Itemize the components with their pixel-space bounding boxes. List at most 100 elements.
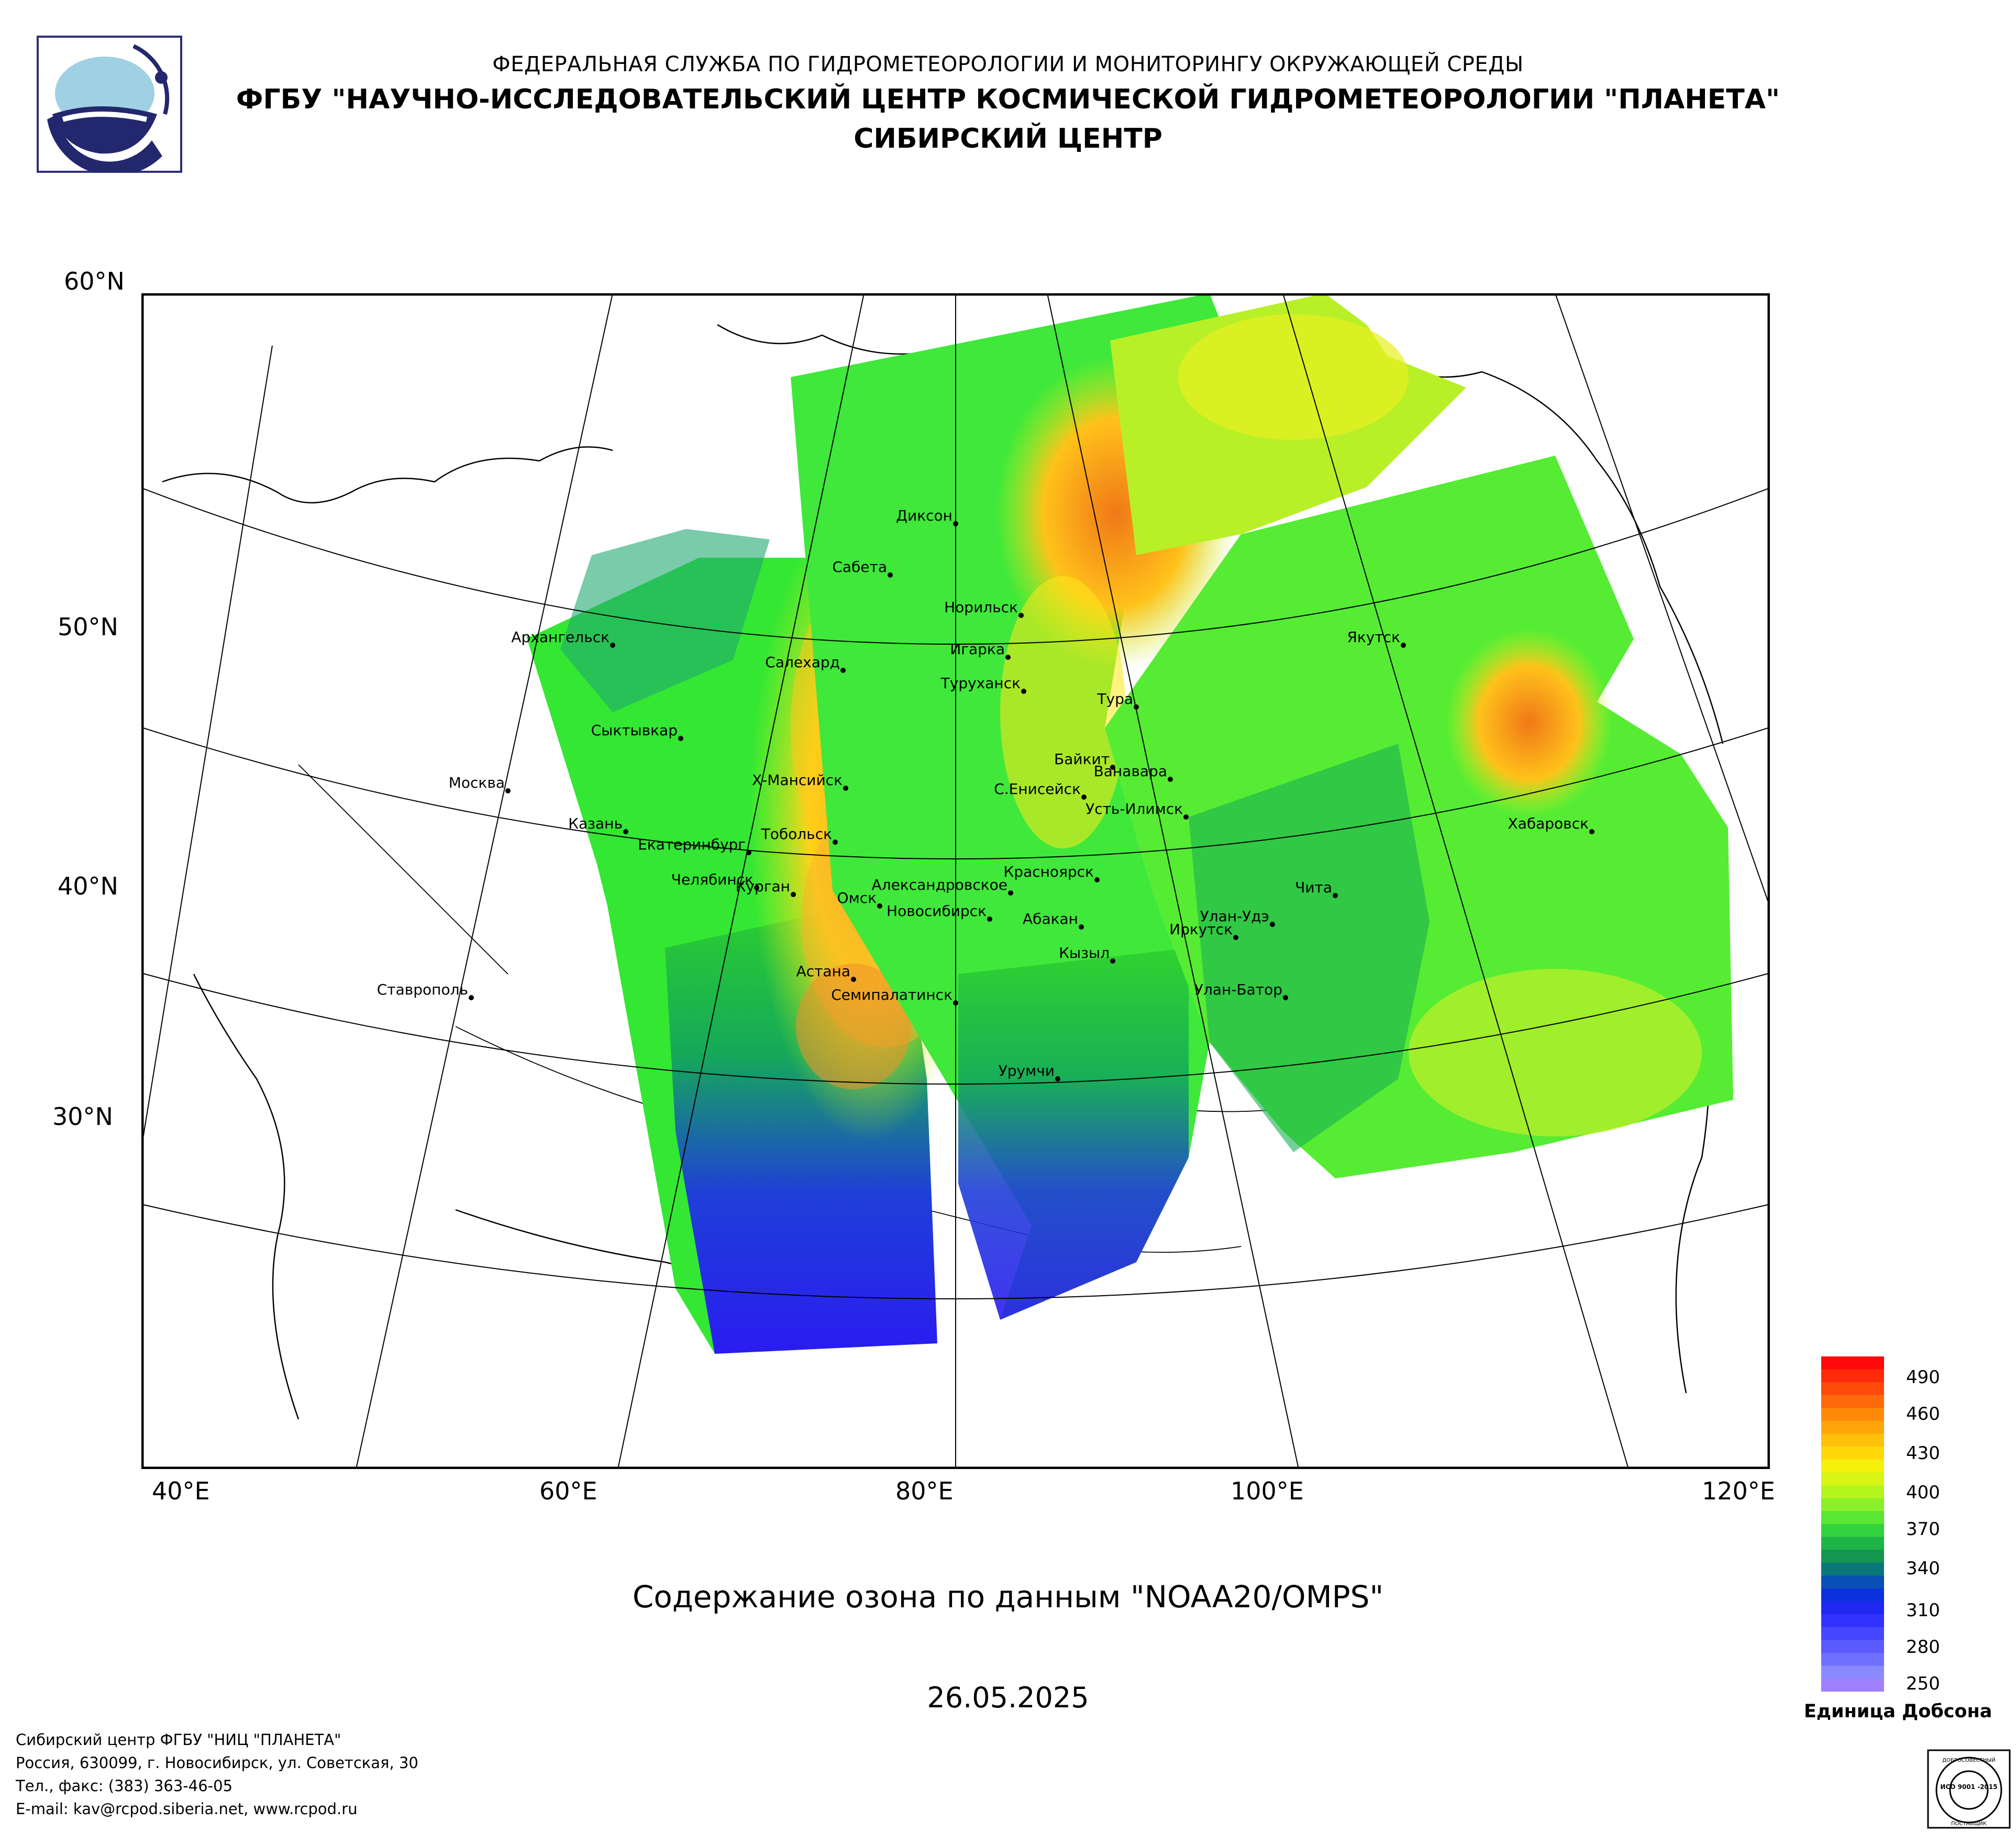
city-marker [505,788,511,793]
city-label: Салехард [765,654,840,671]
legend-tick-280: 280 [1906,1637,1940,1658]
city-label: Александровское [872,876,1007,893]
city-label: Казань [568,815,623,832]
city-label: Сыктывкар [591,722,678,739]
map-date: 26.05.2025 [927,1681,1089,1714]
city-marker [1079,924,1084,930]
header-institute: ФГБУ "НАУЧНО-ИССЛЕДОВАТЕЛЬСКИЙ ЦЕНТР КОС… [236,84,1780,115]
legend-swatch [1821,1562,1884,1576]
city-marker [843,786,848,791]
city-marker [1110,958,1115,964]
lat-label-30: 30°N [52,1102,113,1131]
legend-tick-460: 460 [1906,1404,1940,1425]
iso-main-text: ИСО 9001 -2015 [1940,1783,1997,1791]
city-label: Норильск [944,599,1018,616]
city-label: Туруханск [940,675,1021,692]
legend-tick-430: 430 [1906,1443,1940,1464]
map-frame-border [141,293,1770,1469]
legend-swatch [1821,1614,1884,1628]
city-label: Кызыл [1059,944,1110,962]
city-label: Иркутск [1169,921,1233,938]
footer-phone: Тел., факс: (383) 363-46-05 [16,1777,233,1795]
city-marker [888,572,893,578]
lon-label-100: 100°E [1231,1477,1304,1505]
legend-swatch [1821,1459,1884,1473]
lat-label-40: 40°N [58,872,118,900]
city-marker [1081,794,1087,800]
city-marker [1021,689,1026,694]
lon-label-60: 60°E [539,1477,597,1505]
city-marker [610,643,615,648]
legend-swatch [1821,1421,1884,1434]
city-marker [1333,893,1338,898]
footer-org: Сибирский центр ФГБУ "НИЦ "ПЛАНЕТА" [16,1731,341,1749]
legend-swatch [1821,1382,1884,1396]
legend-swatch [1821,1433,1884,1447]
legend-swatch [1821,1627,1884,1641]
city-label: Ставрополь [377,981,468,998]
city-label: Улан-Батор [1194,981,1282,998]
city-label: Абакан [1023,910,1078,927]
city-marker [1110,765,1115,770]
city-label: Сабета [832,558,887,576]
city-label: Семипалатинск [831,986,952,1003]
city-label: Тура [1096,690,1133,708]
city-marker [987,916,992,922]
city-marker [1233,935,1238,940]
map-title: Содержание озона по данным "NOAA20/OMPS" [632,1579,1384,1615]
legend-swatch [1821,1498,1884,1511]
city-label: Астана [796,963,850,980]
city-label: Хабаровск [1508,815,1589,832]
legend-swatch [1821,1369,1884,1383]
city-marker [1401,643,1406,648]
legend-swatch [1821,1395,1884,1408]
planeta-logo [37,36,182,173]
city-label: Екатеринбург [638,836,746,853]
city-marker [1168,777,1173,782]
city-label: Курган [736,878,790,895]
city-marker [1134,704,1139,710]
city-label: Байкит [1054,750,1110,768]
legend-swatch [1821,1408,1884,1421]
ozone-legend-bar [1821,1356,1884,1692]
legend-swatch [1821,1588,1884,1602]
footer-address: Россия, 630099, г. Новосибирск, ул. Сове… [16,1754,418,1772]
city-label: Улан-Удэ [1200,908,1269,925]
legend-swatch [1821,1550,1884,1563]
iso-badge: ДОБРОСОВЕСТНЫЙ ИСО 9001 -2015 ПОСТАВЩИК [1927,1749,2011,1829]
iso-bottom-text: ПОСТАВЩИК [1951,1821,1987,1827]
city-label: Якутск [1347,628,1400,646]
graticule [141,293,1770,1469]
legend-swatch [1821,1575,1884,1589]
header-center: СИБИРСКИЙ ЦЕНТР [854,123,1162,154]
legend-swatch [1821,1679,1884,1692]
city-marker [623,829,628,834]
city-marker [791,892,796,897]
legend-tick-400: 400 [1906,1482,1940,1503]
lon-label-80: 80°E [895,1477,954,1505]
city-label: Красноярск [1003,863,1094,880]
city-marker [1183,814,1189,820]
lat-label-50: 50°N [58,613,118,641]
lat-label-60: 60°N [64,267,125,295]
city-label: Чита [1295,879,1332,896]
ozone-map: Диксон Сабета Норильск Игарка Архангельск Сал… [141,293,1770,1469]
city-label: Омск [837,889,877,907]
city-marker [678,736,683,741]
legend-swatch [1821,1640,1884,1653]
city-label: Новосибирск [887,902,987,920]
legend-unit: Единица Добсона [1804,1701,1992,1722]
footer-email: E-mail: kav@rcpod.siberia.net, www.rcpod… [16,1800,358,1818]
city-label: Диксон [896,507,952,524]
legend-swatch [1821,1356,1884,1370]
footer-contacts: Сибирский центр ФГБУ "НИЦ "ПЛАНЕТА" Росс… [16,1728,418,1820]
city-marker [953,1000,958,1006]
legend-swatch [1821,1472,1884,1486]
city-label: Тобольск [761,825,832,843]
legend-swatch [1821,1537,1884,1550]
city-label: Москва [449,774,505,791]
city-label: Усть-Илимск [1085,800,1183,818]
city-label: Х-Мансийск [752,771,843,789]
city-marker [833,840,838,845]
city-marker [1094,877,1100,882]
